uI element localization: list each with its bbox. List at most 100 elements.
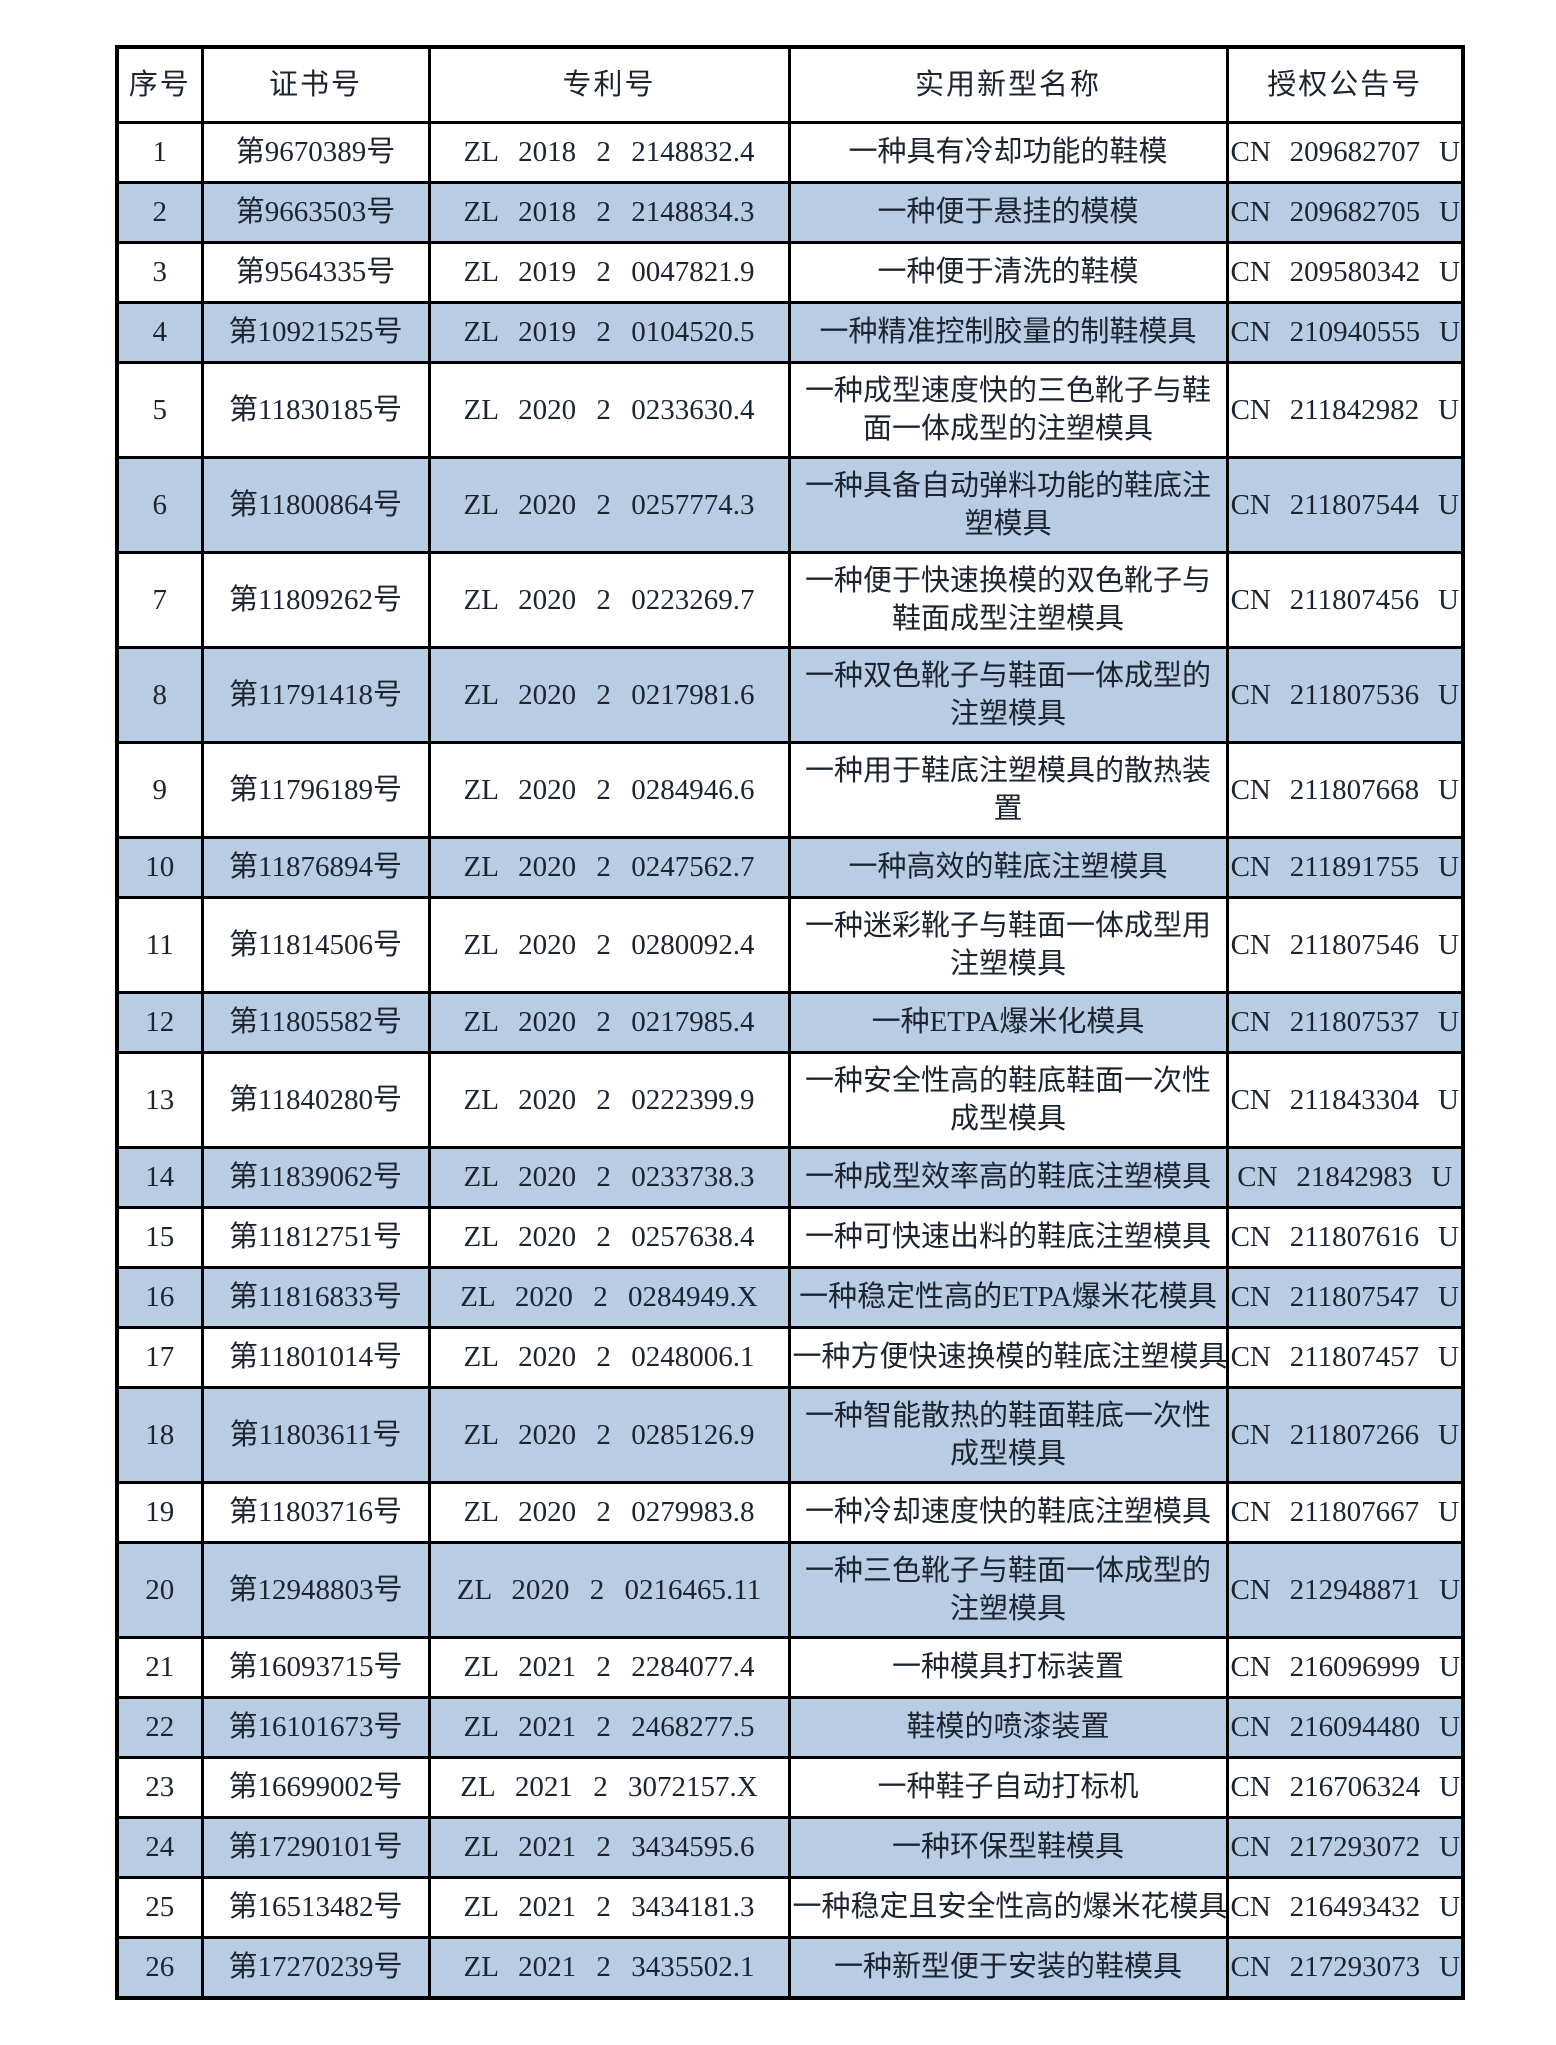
cell-serial: 4	[115, 301, 204, 364]
table-row: 10 第11876894号 ZL 2020 2 0247562.7 一种高效的鞋底注塑…	[115, 836, 1465, 899]
cell-patent-no: ZL 2020 2 0216465.11	[427, 1541, 791, 1639]
cell-publication-no: CN 211807536 U	[1225, 646, 1465, 744]
cell-certificate-no: 第11816833号	[200, 1266, 431, 1329]
table-body: 1 第9670389号 ZL 2018 2 2148832.4 一种具有冷却功能的鞋模…	[115, 121, 1465, 2000]
cell-utility-model-name: 一种双色靴子与鞋面一体成型的注塑模具	[787, 646, 1229, 744]
cell-serial: 6	[115, 456, 204, 554]
cell-utility-model-name: 一种具有冷却功能的鞋模	[787, 121, 1229, 184]
cell-publication-no: CN 21842983 U	[1225, 1146, 1465, 1209]
cell-utility-model-name: 一种三色靴子与鞋面一体成型的注塑模具	[787, 1541, 1229, 1639]
cell-publication-no: CN 209682707 U	[1225, 121, 1465, 184]
cell-patent-no: ZL 2019 2 0047821.9	[427, 241, 791, 304]
column-header-publication-no: 授权公告号	[1225, 45, 1465, 124]
column-header-certificate-no: 证书号	[200, 45, 431, 124]
cell-certificate-no: 第9670389号	[200, 121, 431, 184]
cell-serial: 23	[115, 1756, 204, 1819]
column-header-patent-no: 专利号	[427, 45, 791, 124]
cell-utility-model-name: 一种稳定性高的ETPA爆米花模具	[787, 1266, 1229, 1329]
cell-certificate-no: 第17290101号	[200, 1816, 431, 1879]
cell-patent-no: ZL 2021 2 2284077.4	[427, 1636, 791, 1699]
cell-publication-no: CN 211843304 U	[1225, 1051, 1465, 1149]
cell-utility-model-name: 鞋模的喷漆装置	[787, 1696, 1229, 1759]
cell-utility-model-name: 一种鞋子自动打标机	[787, 1756, 1229, 1819]
cell-utility-model-name: 一种新型便于安装的鞋模具	[787, 1936, 1229, 2000]
cell-certificate-no: 第11812751号	[200, 1206, 431, 1269]
table-row: 12 第11805582号 ZL 2020 2 0217985.4 一种ETPA爆米化…	[115, 991, 1465, 1054]
cell-publication-no: CN 217293072 U	[1225, 1816, 1465, 1879]
cell-utility-model-name: 一种成型效率高的鞋底注塑模具	[787, 1146, 1229, 1209]
cell-certificate-no: 第11876894号	[200, 836, 431, 899]
table-row: 19 第11803716号 ZL 2020 2 0279983.8 一种冷却速度快的鞋…	[115, 1481, 1465, 1544]
cell-utility-model-name: 一种ETPA爆米化模具	[787, 991, 1229, 1054]
table-row: 25 第16513482号 ZL 2021 2 3434181.3 一种稳定且安全性高…	[115, 1876, 1465, 1939]
cell-certificate-no: 第12948803号	[200, 1541, 431, 1639]
cell-patent-no: ZL 2020 2 0247562.7	[427, 836, 791, 899]
cell-utility-model-name: 一种迷彩靴子与鞋面一体成型用注塑模具	[787, 896, 1229, 994]
cell-serial: 17	[115, 1326, 204, 1389]
cell-patent-no: ZL 2020 2 0257638.4	[427, 1206, 791, 1269]
cell-serial: 12	[115, 991, 204, 1054]
cell-publication-no: CN 211807456 U	[1225, 551, 1465, 649]
cell-serial: 24	[115, 1816, 204, 1879]
cell-utility-model-name: 一种便于清洗的鞋模	[787, 241, 1229, 304]
cell-serial: 15	[115, 1206, 204, 1269]
cell-patent-no: ZL 2020 2 0217985.4	[427, 991, 791, 1054]
cell-serial: 25	[115, 1876, 204, 1939]
table-row: 13 第11840280号 ZL 2020 2 0222399.9 一种安全性高的鞋底…	[115, 1051, 1465, 1149]
cell-certificate-no: 第11840280号	[200, 1051, 431, 1149]
cell-serial: 9	[115, 741, 204, 839]
table-row: 17 第11801014号 ZL 2020 2 0248006.1 一种方便快速换模的…	[115, 1326, 1465, 1389]
cell-publication-no: CN 216094480 U	[1225, 1696, 1465, 1759]
cell-publication-no: CN 211807544 U	[1225, 456, 1465, 554]
cell-utility-model-name: 一种用于鞋底注塑模具的散热装置	[787, 741, 1229, 839]
cell-patent-no: ZL 2020 2 0223269.7	[427, 551, 791, 649]
cell-publication-no: CN 211807537 U	[1225, 991, 1465, 1054]
table-row: 15 第11812751号 ZL 2020 2 0257638.4 一种可快速出料的鞋…	[115, 1206, 1465, 1269]
cell-patent-no: ZL 2018 2 2148834.3	[427, 181, 791, 244]
column-header-serial: 序号	[115, 45, 204, 124]
cell-patent-no: ZL 2020 2 0233738.3	[427, 1146, 791, 1209]
cell-publication-no: CN 211842982 U	[1225, 361, 1465, 459]
cell-serial: 7	[115, 551, 204, 649]
table-row: 7 第11809262号 ZL 2020 2 0223269.7 一种便于快速换模的双…	[115, 551, 1465, 649]
cell-publication-no: CN 209682705 U	[1225, 181, 1465, 244]
cell-certificate-no: 第11791418号	[200, 646, 431, 744]
cell-patent-no: ZL 2020 2 0257774.3	[427, 456, 791, 554]
cell-certificate-no: 第11803716号	[200, 1481, 431, 1544]
cell-certificate-no: 第16699002号	[200, 1756, 431, 1819]
cell-publication-no: CN 216493432 U	[1225, 1876, 1465, 1939]
cell-publication-no: CN 211807266 U	[1225, 1386, 1465, 1484]
cell-patent-no: ZL 2020 2 0285126.9	[427, 1386, 791, 1484]
cell-utility-model-name: 一种环保型鞋模具	[787, 1816, 1229, 1879]
cell-serial: 5	[115, 361, 204, 459]
table-row: 4 第10921525号 ZL 2019 2 0104520.5 一种精准控制胶量的制…	[115, 301, 1465, 364]
cell-serial: 2	[115, 181, 204, 244]
table-row: 21 第16093715号 ZL 2021 2 2284077.4 一种模具打标装置 C…	[115, 1636, 1465, 1699]
cell-serial: 3	[115, 241, 204, 304]
cell-patent-no: ZL 2021 2 3434595.6	[427, 1816, 791, 1879]
cell-serial: 10	[115, 836, 204, 899]
cell-patent-no: ZL 2021 2 2468277.5	[427, 1696, 791, 1759]
cell-publication-no: CN 211807668 U	[1225, 741, 1465, 839]
cell-serial: 20	[115, 1541, 204, 1639]
cell-patent-no: ZL 2021 2 3435502.1	[427, 1936, 791, 2000]
cell-utility-model-name: 一种可快速出料的鞋底注塑模具	[787, 1206, 1229, 1269]
table-row: 8 第11791418号 ZL 2020 2 0217981.6 一种双色靴子与鞋面一…	[115, 646, 1465, 744]
cell-patent-no: ZL 2021 2 3072157.X	[427, 1756, 791, 1819]
cell-utility-model-name: 一种方便快速换模的鞋底注塑模具	[787, 1326, 1229, 1389]
cell-utility-model-name: 一种智能散热的鞋面鞋底一次性成型模具	[787, 1386, 1229, 1484]
cell-publication-no: CN 211807546 U	[1225, 896, 1465, 994]
cell-certificate-no: 第9564335号	[200, 241, 431, 304]
cell-utility-model-name: 一种冷却速度快的鞋底注塑模具	[787, 1481, 1229, 1544]
cell-serial: 18	[115, 1386, 204, 1484]
cell-publication-no: CN 211807547 U	[1225, 1266, 1465, 1329]
table-row: 2 第9663503号 ZL 2018 2 2148834.3 一种便于悬挂的模模 CN…	[115, 181, 1465, 244]
cell-certificate-no: 第11796189号	[200, 741, 431, 839]
table-row: 18 第11803611号 ZL 2020 2 0285126.9 一种智能散热的鞋面…	[115, 1386, 1465, 1484]
cell-serial: 8	[115, 646, 204, 744]
cell-patent-no: ZL 2020 2 0284949.X	[427, 1266, 791, 1329]
cell-serial: 1	[115, 121, 204, 184]
cell-publication-no: CN 216096999 U	[1225, 1636, 1465, 1699]
cell-publication-no: CN 210940555 U	[1225, 301, 1465, 364]
